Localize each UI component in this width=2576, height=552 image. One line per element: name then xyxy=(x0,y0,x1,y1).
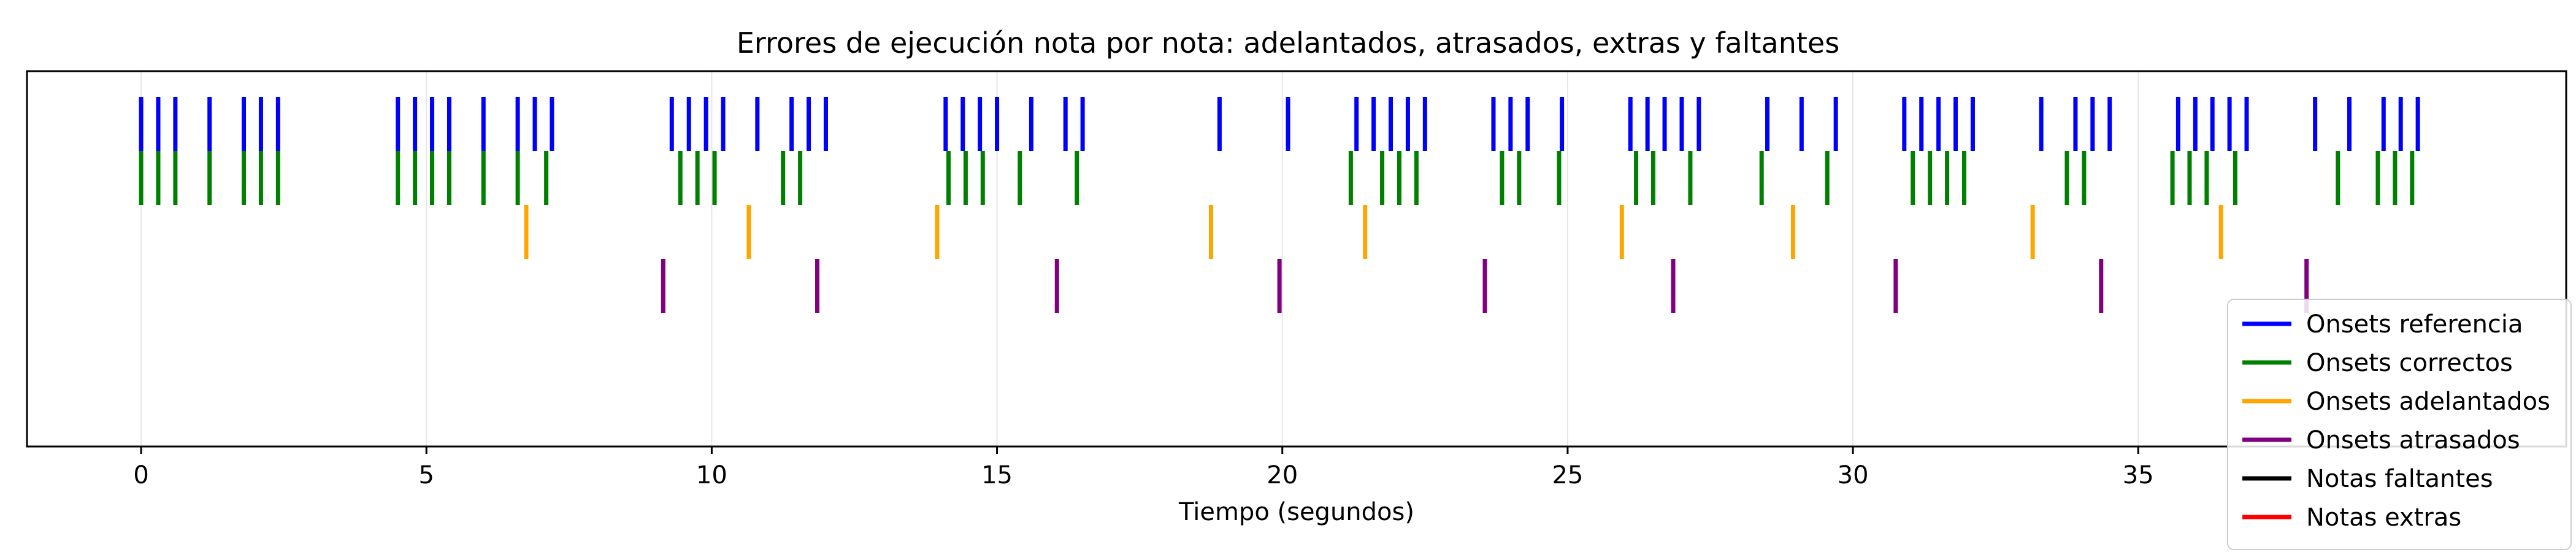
plot-frame xyxy=(26,70,2567,448)
x-tick-label: 15 xyxy=(981,461,1013,489)
legend-label: Notas faltantes xyxy=(2306,465,2493,493)
legend-label: Onsets correctos xyxy=(2306,349,2513,377)
x-tick-label: 25 xyxy=(1552,461,1583,489)
legend-label: Onsets atrasados xyxy=(2306,426,2520,454)
x-axis: 0 5 10 15 20 25 30 35 xyxy=(133,447,2154,489)
x-tick-label: 35 xyxy=(2123,461,2154,489)
x-tick-label: 5 xyxy=(419,461,434,489)
legend: Onsets referencia Onsets correctos Onsets … xyxy=(2227,299,2572,550)
x-tick-label: 20 xyxy=(1267,461,1298,489)
chart-title: Errores de ejecución nota por nota: adel… xyxy=(737,26,1839,59)
legend-box xyxy=(2227,299,2572,550)
legend-label: Onsets referencia xyxy=(2306,310,2523,339)
legend-label: Onsets adelantados xyxy=(2306,388,2550,416)
x-tick-label: 10 xyxy=(696,461,727,489)
x-axis-label: Tiempo (segundos) xyxy=(1178,498,1414,526)
legend-label: Notas extras xyxy=(2306,504,2461,532)
x-tick-label: 0 xyxy=(133,461,148,489)
x-tick-label: 30 xyxy=(1838,461,1869,489)
event-marks xyxy=(139,97,2420,313)
